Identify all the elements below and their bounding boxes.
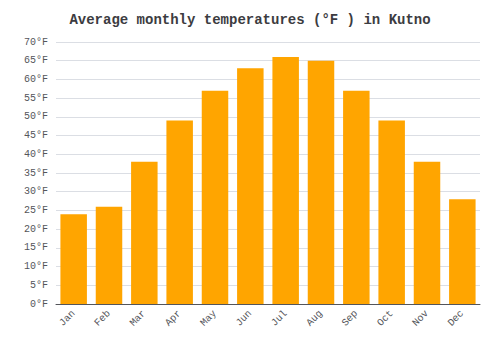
svg-text:15°F: 15°F <box>24 242 48 253</box>
svg-text:Jul: Jul <box>269 308 289 328</box>
svg-text:60°F: 60°F <box>24 74 48 85</box>
svg-text:Oct: Oct <box>375 308 395 328</box>
svg-text:40°F: 40°F <box>24 149 48 160</box>
svg-text:Nov: Nov <box>410 308 430 328</box>
svg-text:30°F: 30°F <box>24 186 48 197</box>
svg-text:Sep: Sep <box>340 308 360 328</box>
svg-text:70°F: 70°F <box>24 37 48 48</box>
svg-text:Jun: Jun <box>234 308 254 328</box>
svg-text:Average monthly temperatures (: Average monthly temperatures (°F ) in Ku… <box>69 12 430 28</box>
svg-text:Apr: Apr <box>163 308 183 328</box>
svg-text:45°F: 45°F <box>24 130 48 141</box>
svg-text:50°F: 50°F <box>24 111 48 122</box>
svg-text:Feb: Feb <box>92 308 112 328</box>
svg-text:Dec: Dec <box>446 308 466 328</box>
svg-text:Jan: Jan <box>57 308 77 328</box>
svg-text:5°F: 5°F <box>30 280 48 291</box>
svg-text:65°F: 65°F <box>24 55 48 66</box>
svg-text:25°F: 25°F <box>24 205 48 216</box>
svg-text:20°F: 20°F <box>24 224 48 235</box>
svg-text:Mar: Mar <box>128 308 148 328</box>
svg-text:Aug: Aug <box>304 308 324 328</box>
svg-text:0°F: 0°F <box>30 299 48 310</box>
svg-text:55°F: 55°F <box>24 93 48 104</box>
svg-text:10°F: 10°F <box>24 261 48 272</box>
svg-text:May: May <box>198 308 218 328</box>
svg-text:35°F: 35°F <box>24 168 48 179</box>
